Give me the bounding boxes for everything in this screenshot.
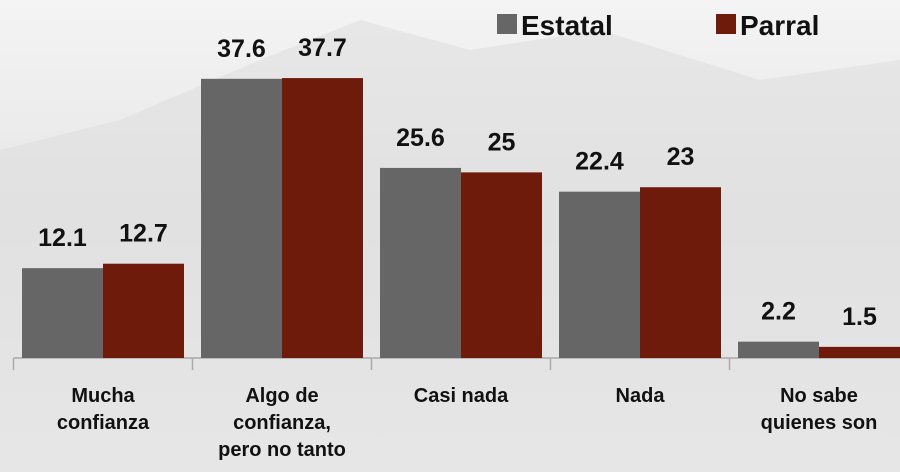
bar: [819, 346, 900, 358]
x-tick-label-line: Algo de: [245, 385, 318, 407]
value-label: 37.7: [298, 34, 347, 62]
bar: [282, 78, 363, 358]
bar: [380, 167, 461, 358]
x-tick-label-line: confianza: [57, 412, 150, 434]
bar: [461, 172, 542, 358]
bar: [201, 78, 282, 358]
x-tick-label: No sabe quienes son: [761, 385, 878, 434]
x-tick-label-line: quienes son: [761, 412, 878, 434]
x-tick-label-line: pero no tanto: [218, 439, 346, 461]
legend-label: Parral: [740, 10, 819, 41]
x-tick-label: Casi nada: [414, 385, 509, 407]
value-label: 1.5: [842, 303, 877, 331]
x-tick-label-line: No sabe: [780, 385, 858, 407]
value-label: 12.1: [38, 224, 87, 252]
value-label: 22.4: [575, 148, 624, 176]
x-tick-label: Nada: [616, 385, 666, 407]
x-tick-label: Algo de confianza, pero no tanto: [218, 385, 346, 461]
value-label: 37.6: [217, 35, 266, 63]
value-label: 25: [488, 128, 516, 156]
x-tick-label-line: Nada: [616, 385, 666, 407]
bar: [22, 268, 103, 358]
bar: [738, 341, 819, 358]
legend-swatch: [716, 14, 736, 34]
x-tick-label-line: Casi nada: [414, 385, 509, 407]
x-tick-label-line: Mucha: [71, 385, 135, 407]
bar: [559, 191, 640, 358]
value-label: 12.7: [119, 220, 168, 248]
bar: [103, 263, 184, 358]
legend-label: Estatal: [521, 10, 613, 41]
value-label: 25.6: [396, 124, 445, 152]
value-label: 2.2: [761, 298, 796, 326]
x-tick-label: Mucha confianza: [57, 385, 150, 434]
legend-swatch: [497, 14, 517, 34]
bar: [640, 187, 721, 358]
x-tick-label-line: confianza,: [233, 412, 331, 434]
value-label: 23: [667, 143, 695, 171]
